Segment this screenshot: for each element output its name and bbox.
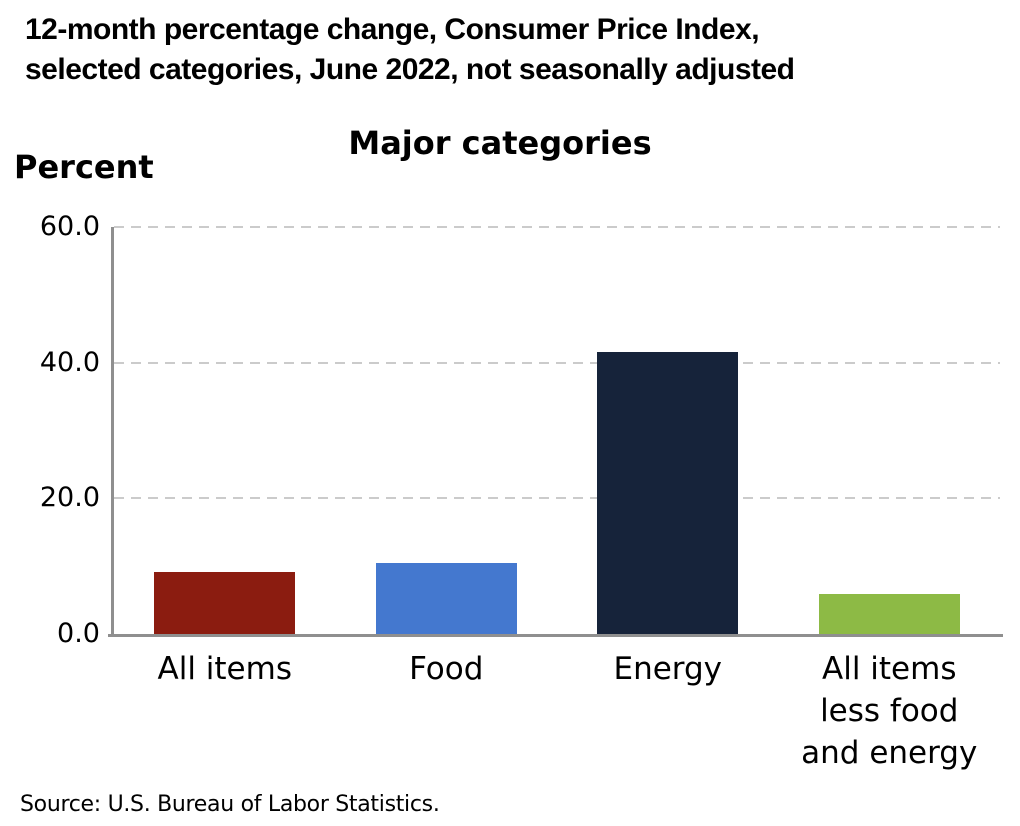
- bar-food: [375, 563, 517, 634]
- category-label-line: All items: [822, 651, 957, 687]
- y-tick-label-60.0: 60.0: [39, 211, 100, 242]
- y-tick-label-0.0: 0.0: [57, 618, 100, 649]
- y-tick-label-20.0: 20.0: [39, 482, 100, 514]
- chart-title-line-2: selected categories, June 2022, not seas…: [25, 53, 795, 86]
- source-note: Source: U.S. Bureau of Labor Statistics.: [20, 792, 440, 817]
- y-axis-title: Percent: [14, 148, 154, 186]
- category-label-all-items: All items: [114, 648, 336, 690]
- category-label-line: Energy: [613, 651, 723, 687]
- bar-energy: [597, 351, 739, 634]
- y-axis-line: [111, 227, 114, 637]
- gridline-20: [114, 497, 1000, 500]
- category-label-line: and energy: [801, 735, 978, 771]
- bar-all-items-less-food-and-energy: [818, 593, 960, 634]
- bar-all-items: [154, 572, 296, 634]
- category-label-energy: Energy: [557, 648, 779, 690]
- category-label-line: All items: [157, 651, 292, 687]
- category-label-all-items-less-food-and-energy: All items less food and energy: [779, 648, 1001, 774]
- y-tick-label-40.0: 40.0: [39, 346, 100, 378]
- gridline-40: [114, 361, 1000, 364]
- chart-title-line-1: 12-month percentage change, Consumer Pri…: [25, 13, 760, 46]
- chart-title: 12-month percentage change, Consumer Pri…: [25, 10, 795, 90]
- category-label-line: Food: [409, 651, 484, 687]
- category-label-food: Food: [336, 648, 558, 690]
- x-axis-line: [108, 634, 1003, 637]
- category-label-line: less food: [820, 693, 959, 729]
- chart-subtitle: Major categories: [348, 124, 652, 162]
- gridline-60: [114, 226, 1000, 228]
